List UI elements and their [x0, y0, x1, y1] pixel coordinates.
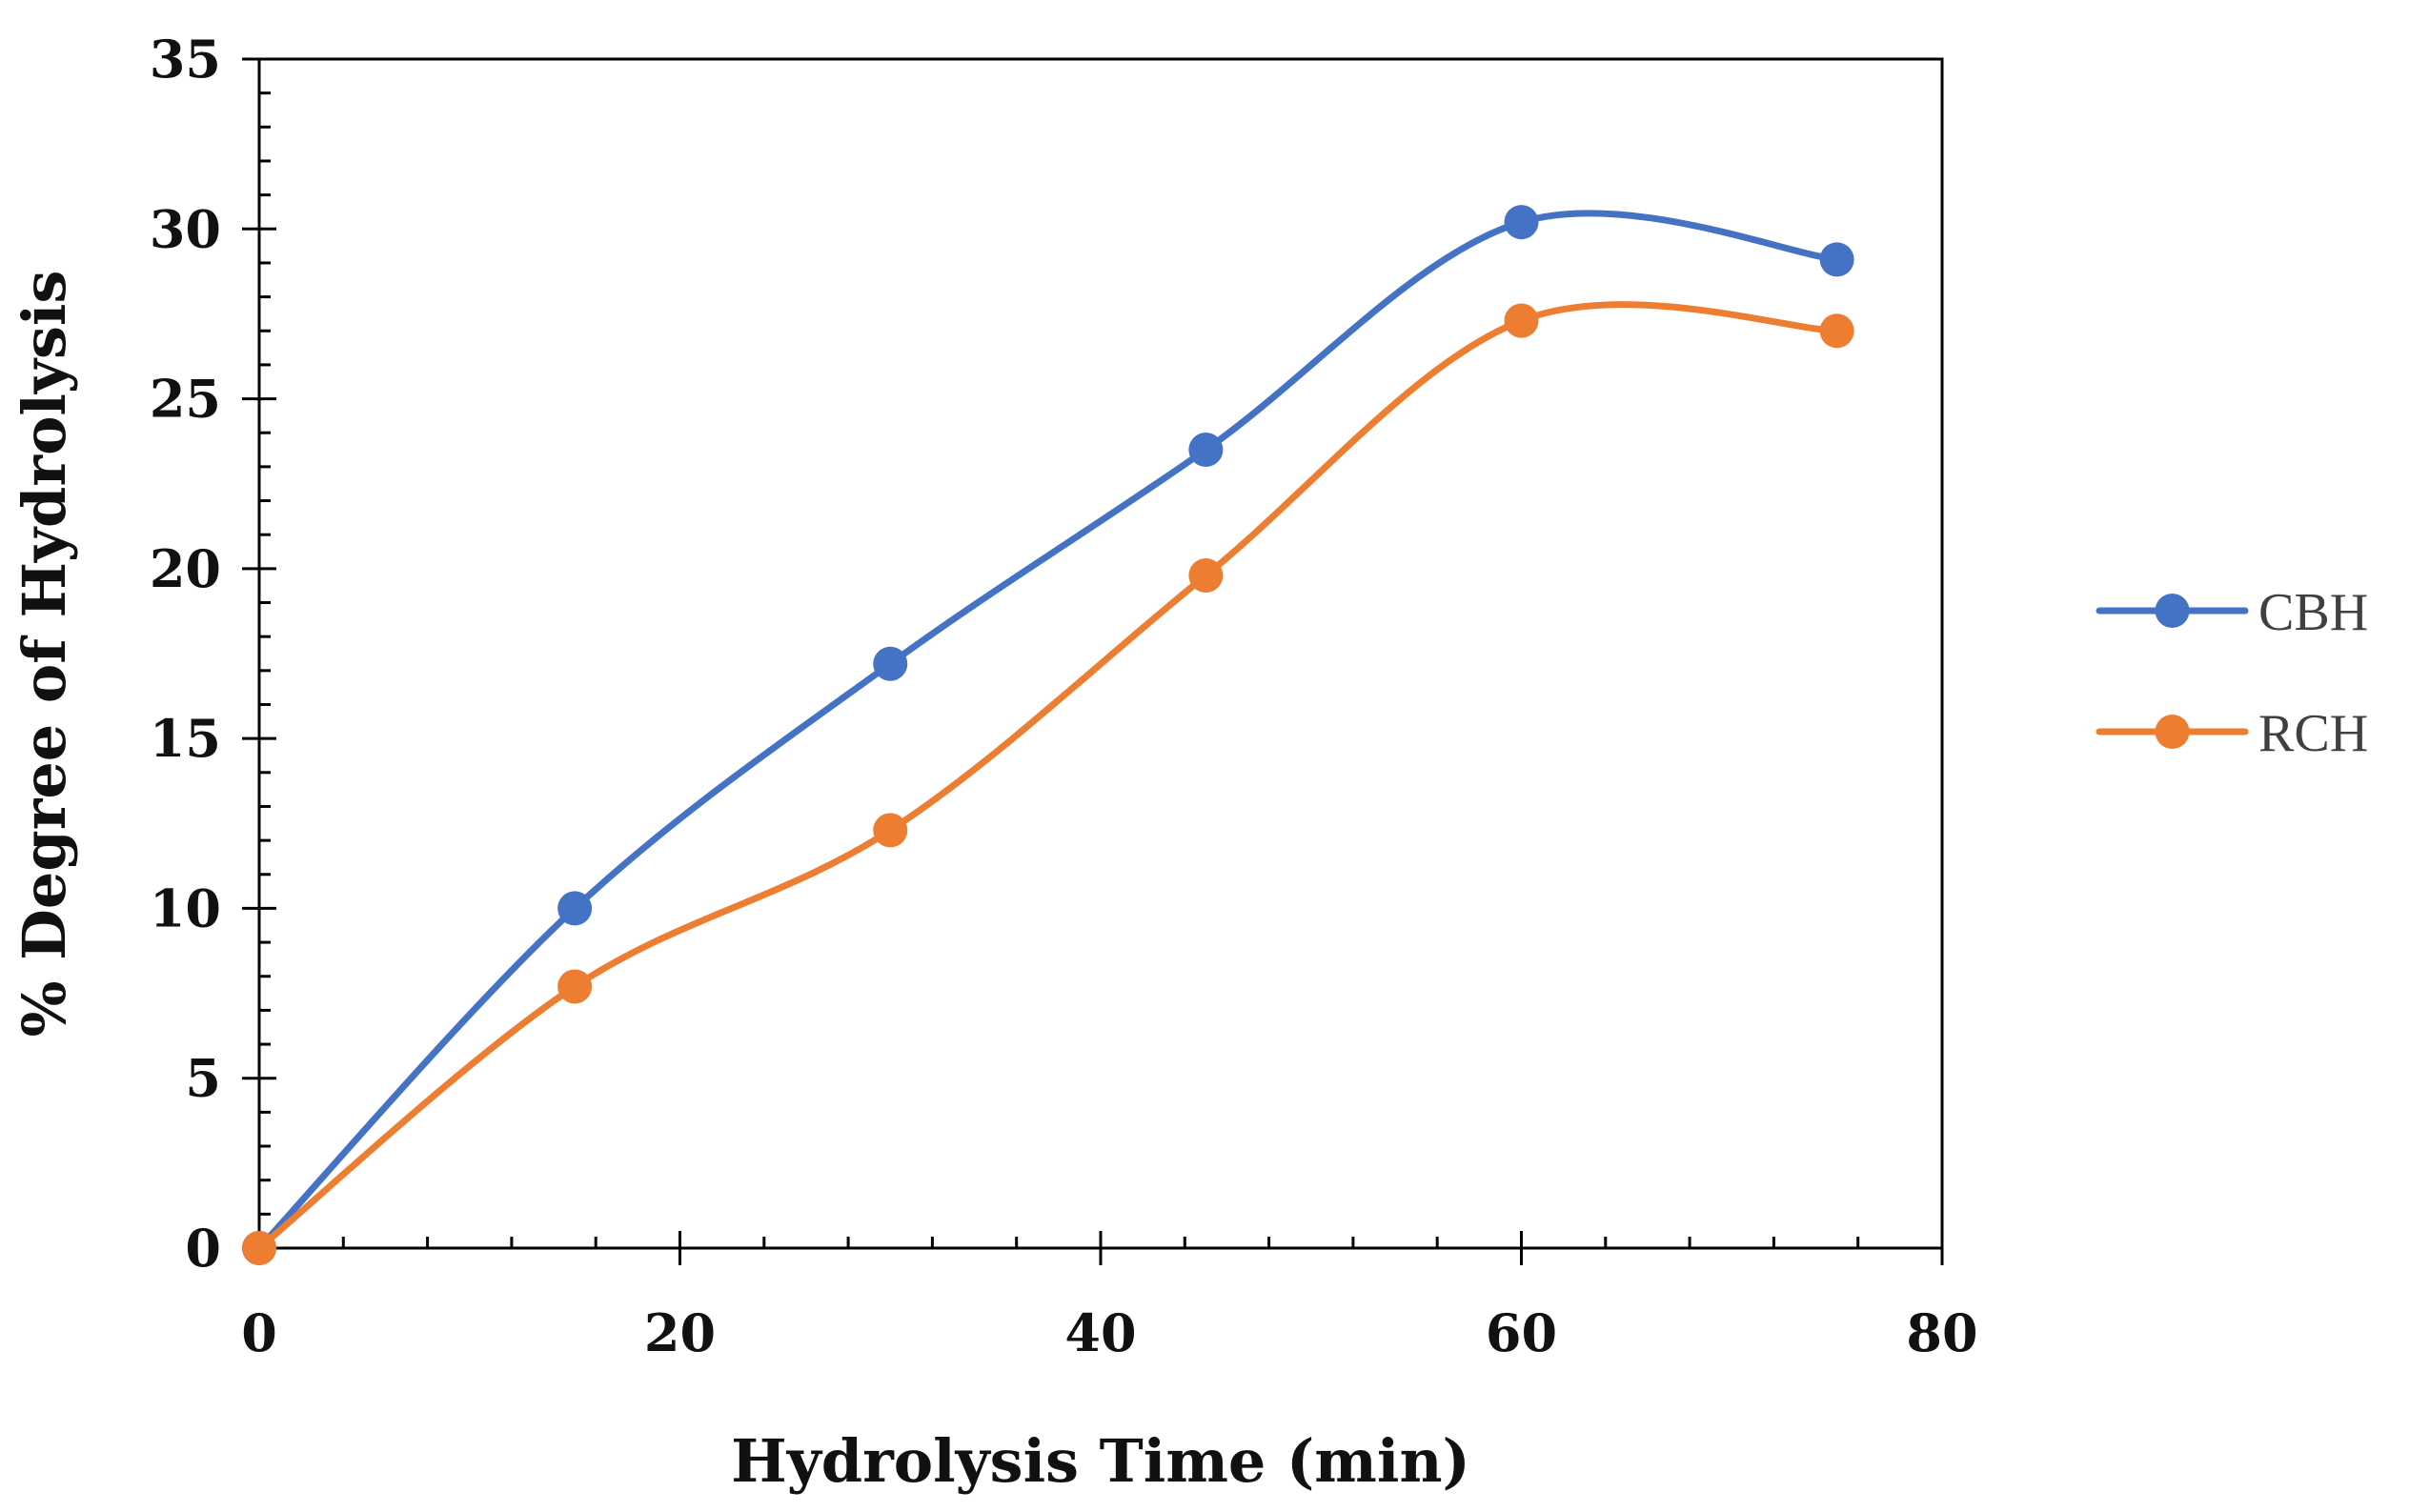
data-point-cbh [1188, 433, 1224, 468]
data-point-rch [242, 1231, 276, 1265]
legend-label-rch: RCH [2258, 704, 2368, 763]
series-points [242, 205, 1854, 1265]
x-axis-title: Hydrolysis Time (min) [731, 1426, 1470, 1496]
y-tick-label: 20 [150, 538, 221, 599]
series-line-rch [255, 301, 1841, 1252]
x-tick-label: 20 [644, 1302, 716, 1363]
data-point-rch [1188, 557, 1224, 593]
x-tick-labels: 0 20 40 60 80 [241, 1302, 1977, 1363]
plot-area-frame [257, 57, 1944, 1250]
legend-marker-cbh [2155, 594, 2190, 628]
x-tick-label: 60 [1486, 1302, 1557, 1363]
data-point-rch [1504, 303, 1539, 338]
y-tick-label: 35 [150, 29, 221, 90]
data-point-cbh [873, 646, 908, 681]
y-axis-title: % Degree of Hydrolysis [10, 271, 79, 1038]
legend-marker-rch [2155, 715, 2190, 749]
data-point-cbh [1504, 205, 1539, 240]
y-tick-label: 10 [150, 877, 221, 938]
data-point-rch [873, 813, 908, 848]
data-point-cbh [1819, 242, 1854, 277]
y-tick-labels: 0 5 10 15 20 25 30 35 [150, 29, 221, 1279]
legend-label-cbh: CBH [2258, 583, 2368, 642]
x-tick-label: 80 [1906, 1302, 1977, 1363]
series-lines [255, 210, 1841, 1252]
x-tick-label: 40 [1064, 1302, 1136, 1363]
major-ticks [242, 57, 1944, 1265]
y-tick-label: 15 [150, 708, 221, 769]
series-line-cbh [255, 210, 1841, 1252]
minor-ticks [259, 91, 1860, 1248]
y-tick-label: 0 [185, 1218, 221, 1279]
data-point-cbh [557, 891, 593, 926]
y-tick-label: 25 [150, 369, 221, 430]
y-tick-label: 5 [185, 1048, 221, 1109]
legend: CBH RCH [2096, 583, 2368, 763]
data-point-rch [1819, 313, 1854, 349]
data-point-rch [557, 969, 593, 1004]
y-tick-label: 30 [150, 198, 221, 259]
x-tick-label: 0 [241, 1302, 277, 1363]
